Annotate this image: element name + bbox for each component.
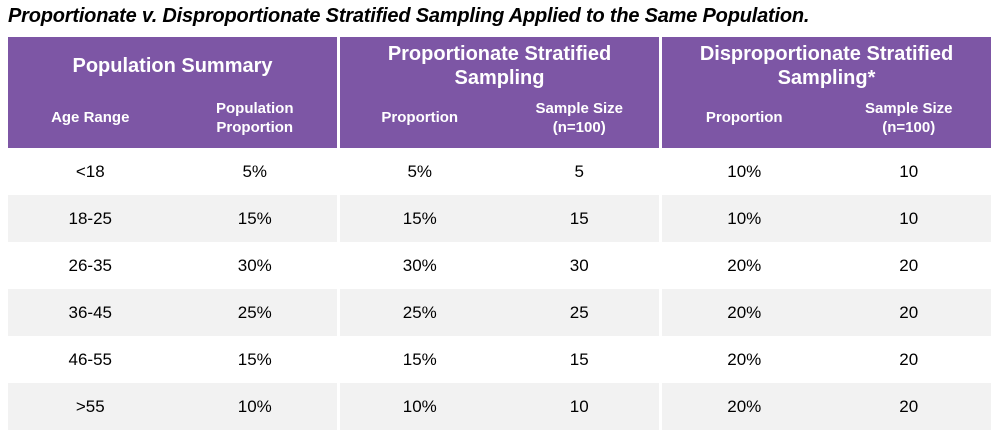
- cell-sample-size: 10: [899, 208, 919, 228]
- column-header-label: Proportion: [381, 109, 459, 127]
- table-row: 20% 20: [662, 242, 991, 289]
- group-header-proportionate-sampling: Proportionate Stratified Sampling Propor…: [340, 37, 659, 148]
- cell-proportion: 10%: [727, 161, 762, 181]
- cell-proportion: 15%: [402, 208, 437, 228]
- column-header-proportion: Proportion: [340, 95, 500, 148]
- cell-proportion: 5%: [407, 161, 433, 181]
- stratified-sampling-table: Population Summary Age Range Population …: [8, 37, 991, 430]
- table-row: 10% 10: [340, 383, 659, 430]
- cell-age-range: 46-55: [68, 349, 112, 369]
- cell-sample-size: 5: [574, 161, 584, 181]
- cell-proportion: 10%: [402, 396, 437, 416]
- cell-proportion: 15%: [402, 349, 437, 369]
- cell-proportion: 10%: [727, 208, 762, 228]
- column-header-sample-size: Sample Size (n=100): [827, 95, 992, 148]
- column-header-population-proportion: Population Proportion: [173, 95, 338, 148]
- group-proportionate-sampling: Proportionate Stratified Sampling Propor…: [340, 37, 659, 430]
- column-header-proportion: Proportion: [662, 95, 827, 148]
- column-header-label: Age Range: [51, 109, 130, 127]
- table-row: 5% 5: [340, 148, 659, 195]
- column-header-sample-size: Sample Size (n=100): [500, 95, 660, 148]
- cell-sample-size: 10: [899, 161, 919, 181]
- table-row: 15% 15: [340, 336, 659, 383]
- column-header-label: Sample Size (n=100): [535, 99, 624, 136]
- subheader-row: Proportion Sample Size (n=100): [662, 95, 991, 148]
- table-row: 25% 25: [340, 289, 659, 336]
- cell-population-proportion: 5%: [242, 161, 268, 181]
- group-title: Population Summary: [72, 55, 273, 77]
- table-title: Proportionate v. Disproportionate Strati…: [8, 5, 810, 27]
- cell-population-proportion: 30%: [237, 255, 272, 275]
- cell-age-range: <18: [75, 161, 105, 181]
- cell-population-proportion: 15%: [237, 349, 272, 369]
- table-row: 20% 20: [662, 383, 991, 430]
- column-header-label: Sample Size (n=100): [864, 99, 953, 136]
- table-row: 20% 20: [662, 336, 991, 383]
- cell-sample-size: 25: [569, 302, 589, 322]
- cell-sample-size: 20: [899, 349, 919, 369]
- table-row: 10% 10: [662, 148, 991, 195]
- column-header-label: Population Proportion: [216, 99, 294, 136]
- cell-proportion: 20%: [727, 396, 762, 416]
- cell-sample-size: 15: [569, 349, 589, 369]
- table-row: 15% 15: [340, 195, 659, 242]
- table-row: >55 10%: [8, 383, 337, 430]
- cell-proportion: 30%: [402, 255, 437, 275]
- cell-sample-size: 15: [569, 208, 589, 228]
- group-header-disproportionate-sampling: Disproportionate Stratified Sampling* Pr…: [662, 37, 991, 148]
- table-row: 10% 10: [662, 195, 991, 242]
- group-disproportionate-sampling: Disproportionate Stratified Sampling* Pr…: [662, 37, 991, 430]
- group-population-summary: Population Summary Age Range Population …: [8, 37, 337, 430]
- column-header-label: Proportion: [705, 109, 783, 127]
- table-row: 36-45 25%: [8, 289, 337, 336]
- cell-sample-size: 20: [899, 302, 919, 322]
- cell-age-range: 26-35: [68, 255, 112, 275]
- group-header-population-summary: Population Summary Age Range Population …: [8, 37, 337, 148]
- cell-proportion: 25%: [402, 302, 437, 322]
- table-row: 26-35 30%: [8, 242, 337, 289]
- cell-population-proportion: 15%: [237, 208, 272, 228]
- table-row: 18-25 15%: [8, 195, 337, 242]
- cell-sample-size: 30: [569, 255, 589, 275]
- cell-age-range: >55: [75, 396, 105, 416]
- cell-proportion: 20%: [727, 302, 762, 322]
- table-row: 20% 20: [662, 289, 991, 336]
- cell-population-proportion: 25%: [237, 302, 272, 322]
- cell-age-range: 36-45: [68, 302, 112, 322]
- table-row: <18 5%: [8, 148, 337, 195]
- cell-sample-size: 20: [899, 396, 919, 416]
- cell-sample-size: 10: [569, 396, 589, 416]
- subheader-row: Proportion Sample Size (n=100): [340, 95, 659, 148]
- table-row: 46-55 15%: [8, 336, 337, 383]
- column-header-age-range: Age Range: [8, 95, 173, 148]
- cell-sample-size: 20: [899, 255, 919, 275]
- cell-age-range: 18-25: [68, 208, 112, 228]
- cell-proportion: 20%: [727, 349, 762, 369]
- cell-proportion: 20%: [727, 255, 762, 275]
- subheader-row: Age Range Population Proportion: [8, 95, 337, 148]
- group-title: Proportionate Stratified Sampling: [387, 43, 612, 89]
- cell-population-proportion: 10%: [237, 396, 272, 416]
- group-title: Disproportionate Stratified Sampling*: [699, 43, 954, 89]
- table-row: 30% 30: [340, 242, 659, 289]
